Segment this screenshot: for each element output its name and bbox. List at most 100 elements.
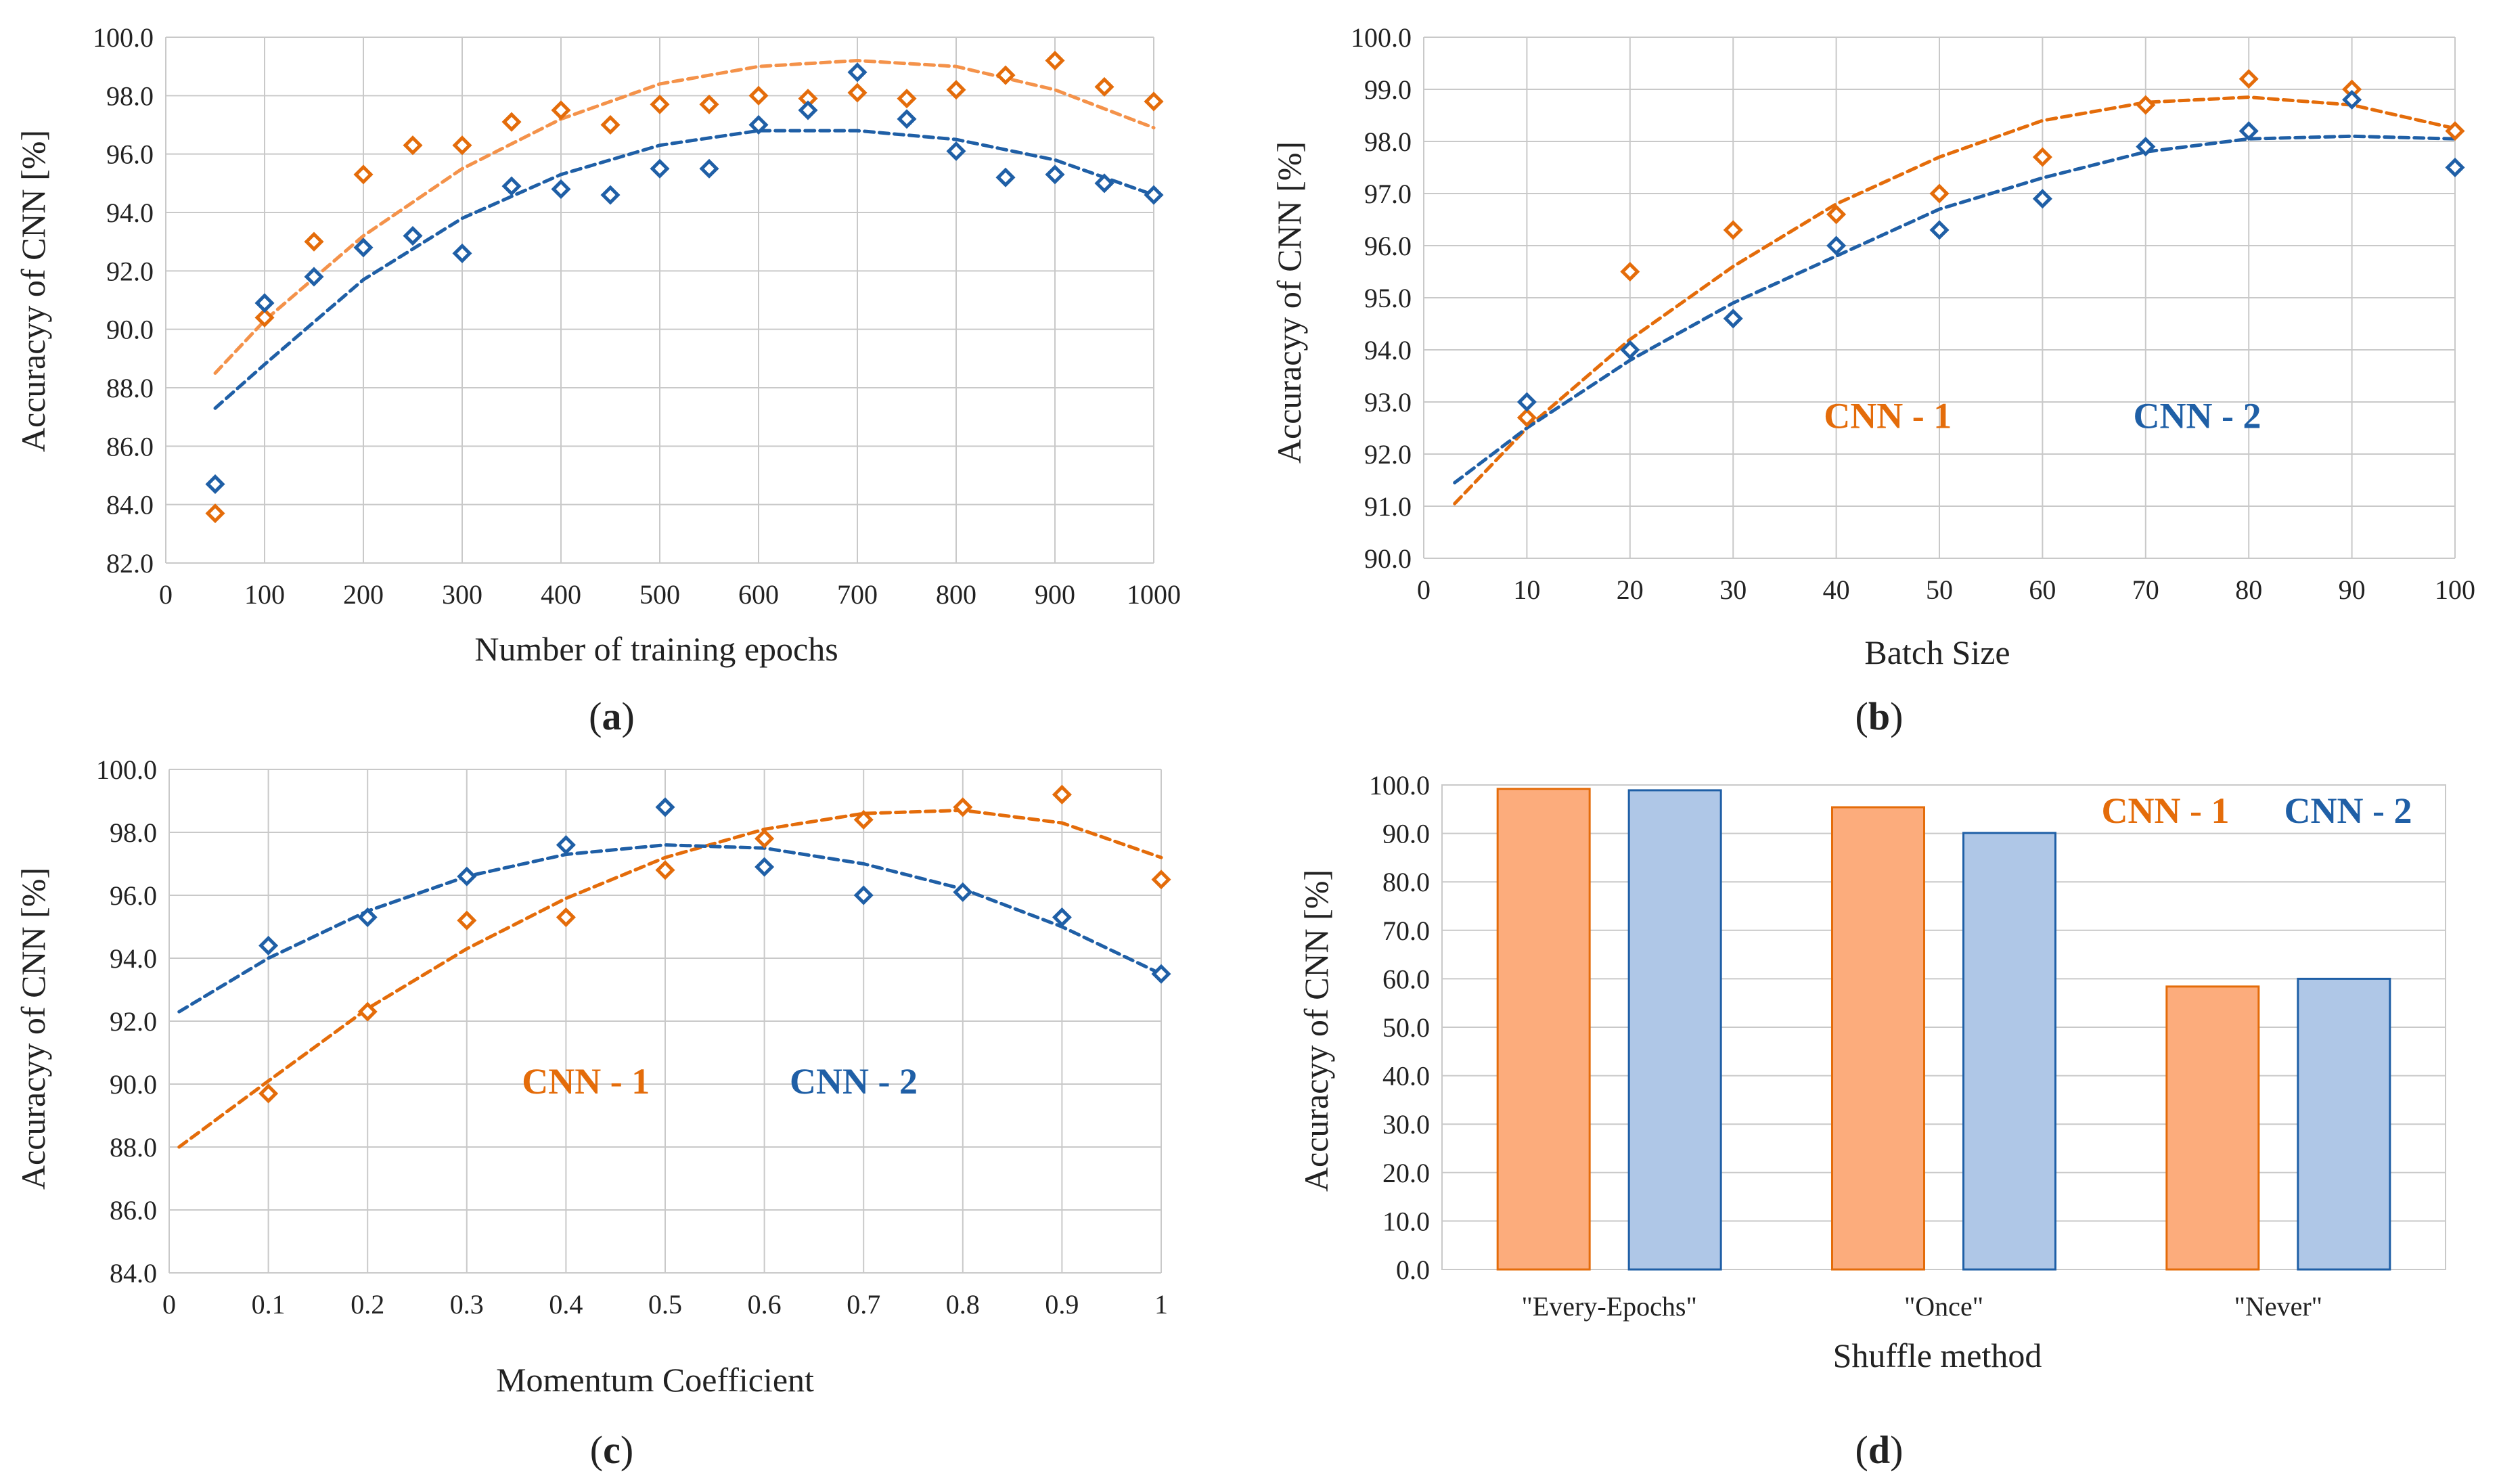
panel-d-category-label: "Every-Epochs" xyxy=(1522,1291,1697,1322)
panel-a-x-tick-label: 500 xyxy=(639,579,680,610)
panel-c-x-tick-label: 0.9 xyxy=(1045,1289,1079,1320)
panel-b-x-tick-label: 50 xyxy=(1926,575,1953,605)
panel-b-cnn2-point xyxy=(2136,137,2156,157)
panel-c-trendlines xyxy=(177,808,1163,1149)
panel-a-cnn1-point xyxy=(205,503,225,524)
panel-d-y-tick-label: 90.0 xyxy=(1382,819,1430,849)
panel-b-x-tick-label: 80 xyxy=(2235,575,2262,605)
panel-b-legend-0: CNN - 1 xyxy=(1824,396,1952,436)
panel-a-cnn2-point xyxy=(254,293,275,313)
panel-b-cnn1-point xyxy=(2445,121,2465,141)
panel-c-x-tick-label: 0.7 xyxy=(847,1289,880,1320)
panel-a-cnn1-point xyxy=(501,112,522,132)
panel-c-x-tick-label: 0.4 xyxy=(549,1289,583,1320)
panel-b-cnn1-point xyxy=(2032,147,2052,167)
panel-b-x-axis-label: Batch Size xyxy=(1864,633,2010,671)
panel-c-y-tick-label: 94.0 xyxy=(110,943,157,974)
panel-a-cnn1-point xyxy=(995,65,1016,85)
panel-a-x-tick-label: 200 xyxy=(343,579,384,610)
panel-b-cnn1-point xyxy=(1620,261,1640,282)
panel-b-cnn1-trendline xyxy=(1453,95,2457,505)
panel-c-cnn1-point xyxy=(953,797,973,817)
panel-b-grid xyxy=(1423,37,2456,559)
panel-a-cnn2-point xyxy=(748,114,769,135)
panel-b-points xyxy=(1516,69,2465,428)
panel-d-bar-cnn2 xyxy=(1627,789,1722,1271)
panel-a-points xyxy=(205,50,1164,524)
panel-a-trendlines xyxy=(213,58,1156,410)
panel-b-label: (b) xyxy=(1855,694,1904,738)
panel-a-cnn1-trendline xyxy=(213,58,1156,375)
panel-c-cnn1-trendline xyxy=(177,808,1163,1149)
panel-a-x-tick-label: 400 xyxy=(541,579,581,610)
panel-b-label-letter: b xyxy=(1868,694,1890,738)
panel-a-cnn1-point xyxy=(452,135,472,156)
panel-d-label: (d) xyxy=(1855,1428,1904,1472)
panel-d-ticks: 0.0 10.0 20.0 30.0 40.0 50.0 60.0 70.0 80.0 90.0 1… xyxy=(1369,770,2322,1322)
panel-a-y-tick-label: 94.0 xyxy=(106,198,154,228)
panel-c-x-tick-label: 0.6 xyxy=(748,1289,782,1320)
panel-b-x-tick-label: 40 xyxy=(1823,575,1850,605)
panel-a-cnn2-point xyxy=(946,141,966,161)
panel-d-bar-cnn2 xyxy=(1962,832,2056,1271)
panel-c-x-tick-label: 0.8 xyxy=(946,1289,980,1320)
panel-a-label-letter: a xyxy=(602,694,622,738)
panel-b-cnn2-point xyxy=(2342,89,2362,110)
panel-c-x-tick-label: 0 xyxy=(162,1289,176,1320)
panel-d-bar-cnn2 xyxy=(2297,977,2391,1271)
panel-d-y-tick-label: 60.0 xyxy=(1382,964,1430,994)
panel-d-bar-cnn1 xyxy=(1496,788,1591,1271)
panel-b-y-tick-label: 90.0 xyxy=(1364,543,1412,574)
panel-c-cnn1-point xyxy=(1151,870,1171,890)
panel-a-ticks: 0 100 200 300 400 500 600 700 800 900 1000 82.0 84.0… xyxy=(93,22,1181,610)
panel-c-grid xyxy=(168,769,1162,1274)
panel-b-cnn1-point xyxy=(1516,407,1537,428)
panel-a-cnn2-point xyxy=(452,243,472,263)
panel-d-bars xyxy=(1496,788,2391,1271)
panel-b-x-tick-label: 90 xyxy=(2339,575,2366,605)
panel-a-cnn1-point xyxy=(748,85,769,106)
panel-a-y-tick-label: 84.0 xyxy=(106,490,154,520)
panel-d-y-tick-label: 10.0 xyxy=(1382,1206,1430,1236)
panel-b-ticks: 0 10 20 30 40 50 60 70 80 90 100 90.0 91.0 92.0 93.0 94… xyxy=(1351,22,2475,605)
panel-b-y-tick-label: 95.0 xyxy=(1364,283,1412,313)
panel-c-cnn2-trendline xyxy=(177,843,1163,1014)
panel-a-y-tick-label: 90.0 xyxy=(106,315,154,345)
panel-b-x-tick-label: 70 xyxy=(2132,575,2159,605)
panel-b-y-tick-label: 91.0 xyxy=(1364,491,1412,522)
panel-c-cnn1-point xyxy=(1052,784,1072,805)
panel-b-x-tick-label: 100 xyxy=(2435,575,2475,605)
panel-b-cnn1-point xyxy=(2136,95,2156,115)
panel-a-grid xyxy=(165,37,1154,564)
panel-a-cnn1-point xyxy=(1144,91,1164,112)
panel-a-cnn1-point xyxy=(353,164,374,185)
panel-c-legend-0: CNN - 1 xyxy=(522,1061,650,1102)
panel-a-cnn2-point xyxy=(995,167,1016,187)
panel-c-cnn1-point xyxy=(457,910,477,930)
panel-a-x-tick-label: 600 xyxy=(738,579,779,610)
panel-b-x-tick-label: 10 xyxy=(1513,575,1540,605)
panel-a-cnn1-point xyxy=(897,89,917,109)
panel-d-y-tick-label: 100.0 xyxy=(1369,770,1430,801)
panel-b-y-tick-label: 93.0 xyxy=(1364,387,1412,418)
panel-c-cnn2-point xyxy=(853,885,874,905)
panel-b-cnn1-point xyxy=(1929,183,1950,204)
panel-d-y-tick-label: 50.0 xyxy=(1382,1012,1430,1043)
panel-b-cnn1-point xyxy=(1723,220,1743,240)
panel-a-cnn2-point xyxy=(847,62,868,83)
panel-a-cnn2-point xyxy=(798,100,818,120)
panel-d-shuffle-chart: 0.0 10.0 20.0 30.0 40.0 50.0 60.0 70.0 80.0 90.0 1… xyxy=(1297,770,2446,1472)
panel-a-cnn1-point xyxy=(1045,50,1065,71)
panel-a-cnn1-point xyxy=(847,83,868,103)
panel-a-y-tick-label: 88.0 xyxy=(106,373,154,403)
panel-c-points xyxy=(258,784,1171,1104)
panel-a-x-tick-label: 1000 xyxy=(1127,579,1181,610)
panel-c-x-axis-label: Momentum Coefficient xyxy=(496,1361,814,1399)
panel-d-label-letter: d xyxy=(1868,1428,1890,1472)
panel-d-y-tick-label: 40.0 xyxy=(1382,1061,1430,1092)
panel-c-cnn2-point xyxy=(1151,964,1171,984)
panel-b-y-tick-label: 99.0 xyxy=(1364,74,1412,105)
panel-a-x-tick-label: 700 xyxy=(837,579,878,610)
panel-b-trendlines xyxy=(1453,95,2457,505)
panel-c-y-tick-label: 92.0 xyxy=(110,1006,157,1037)
